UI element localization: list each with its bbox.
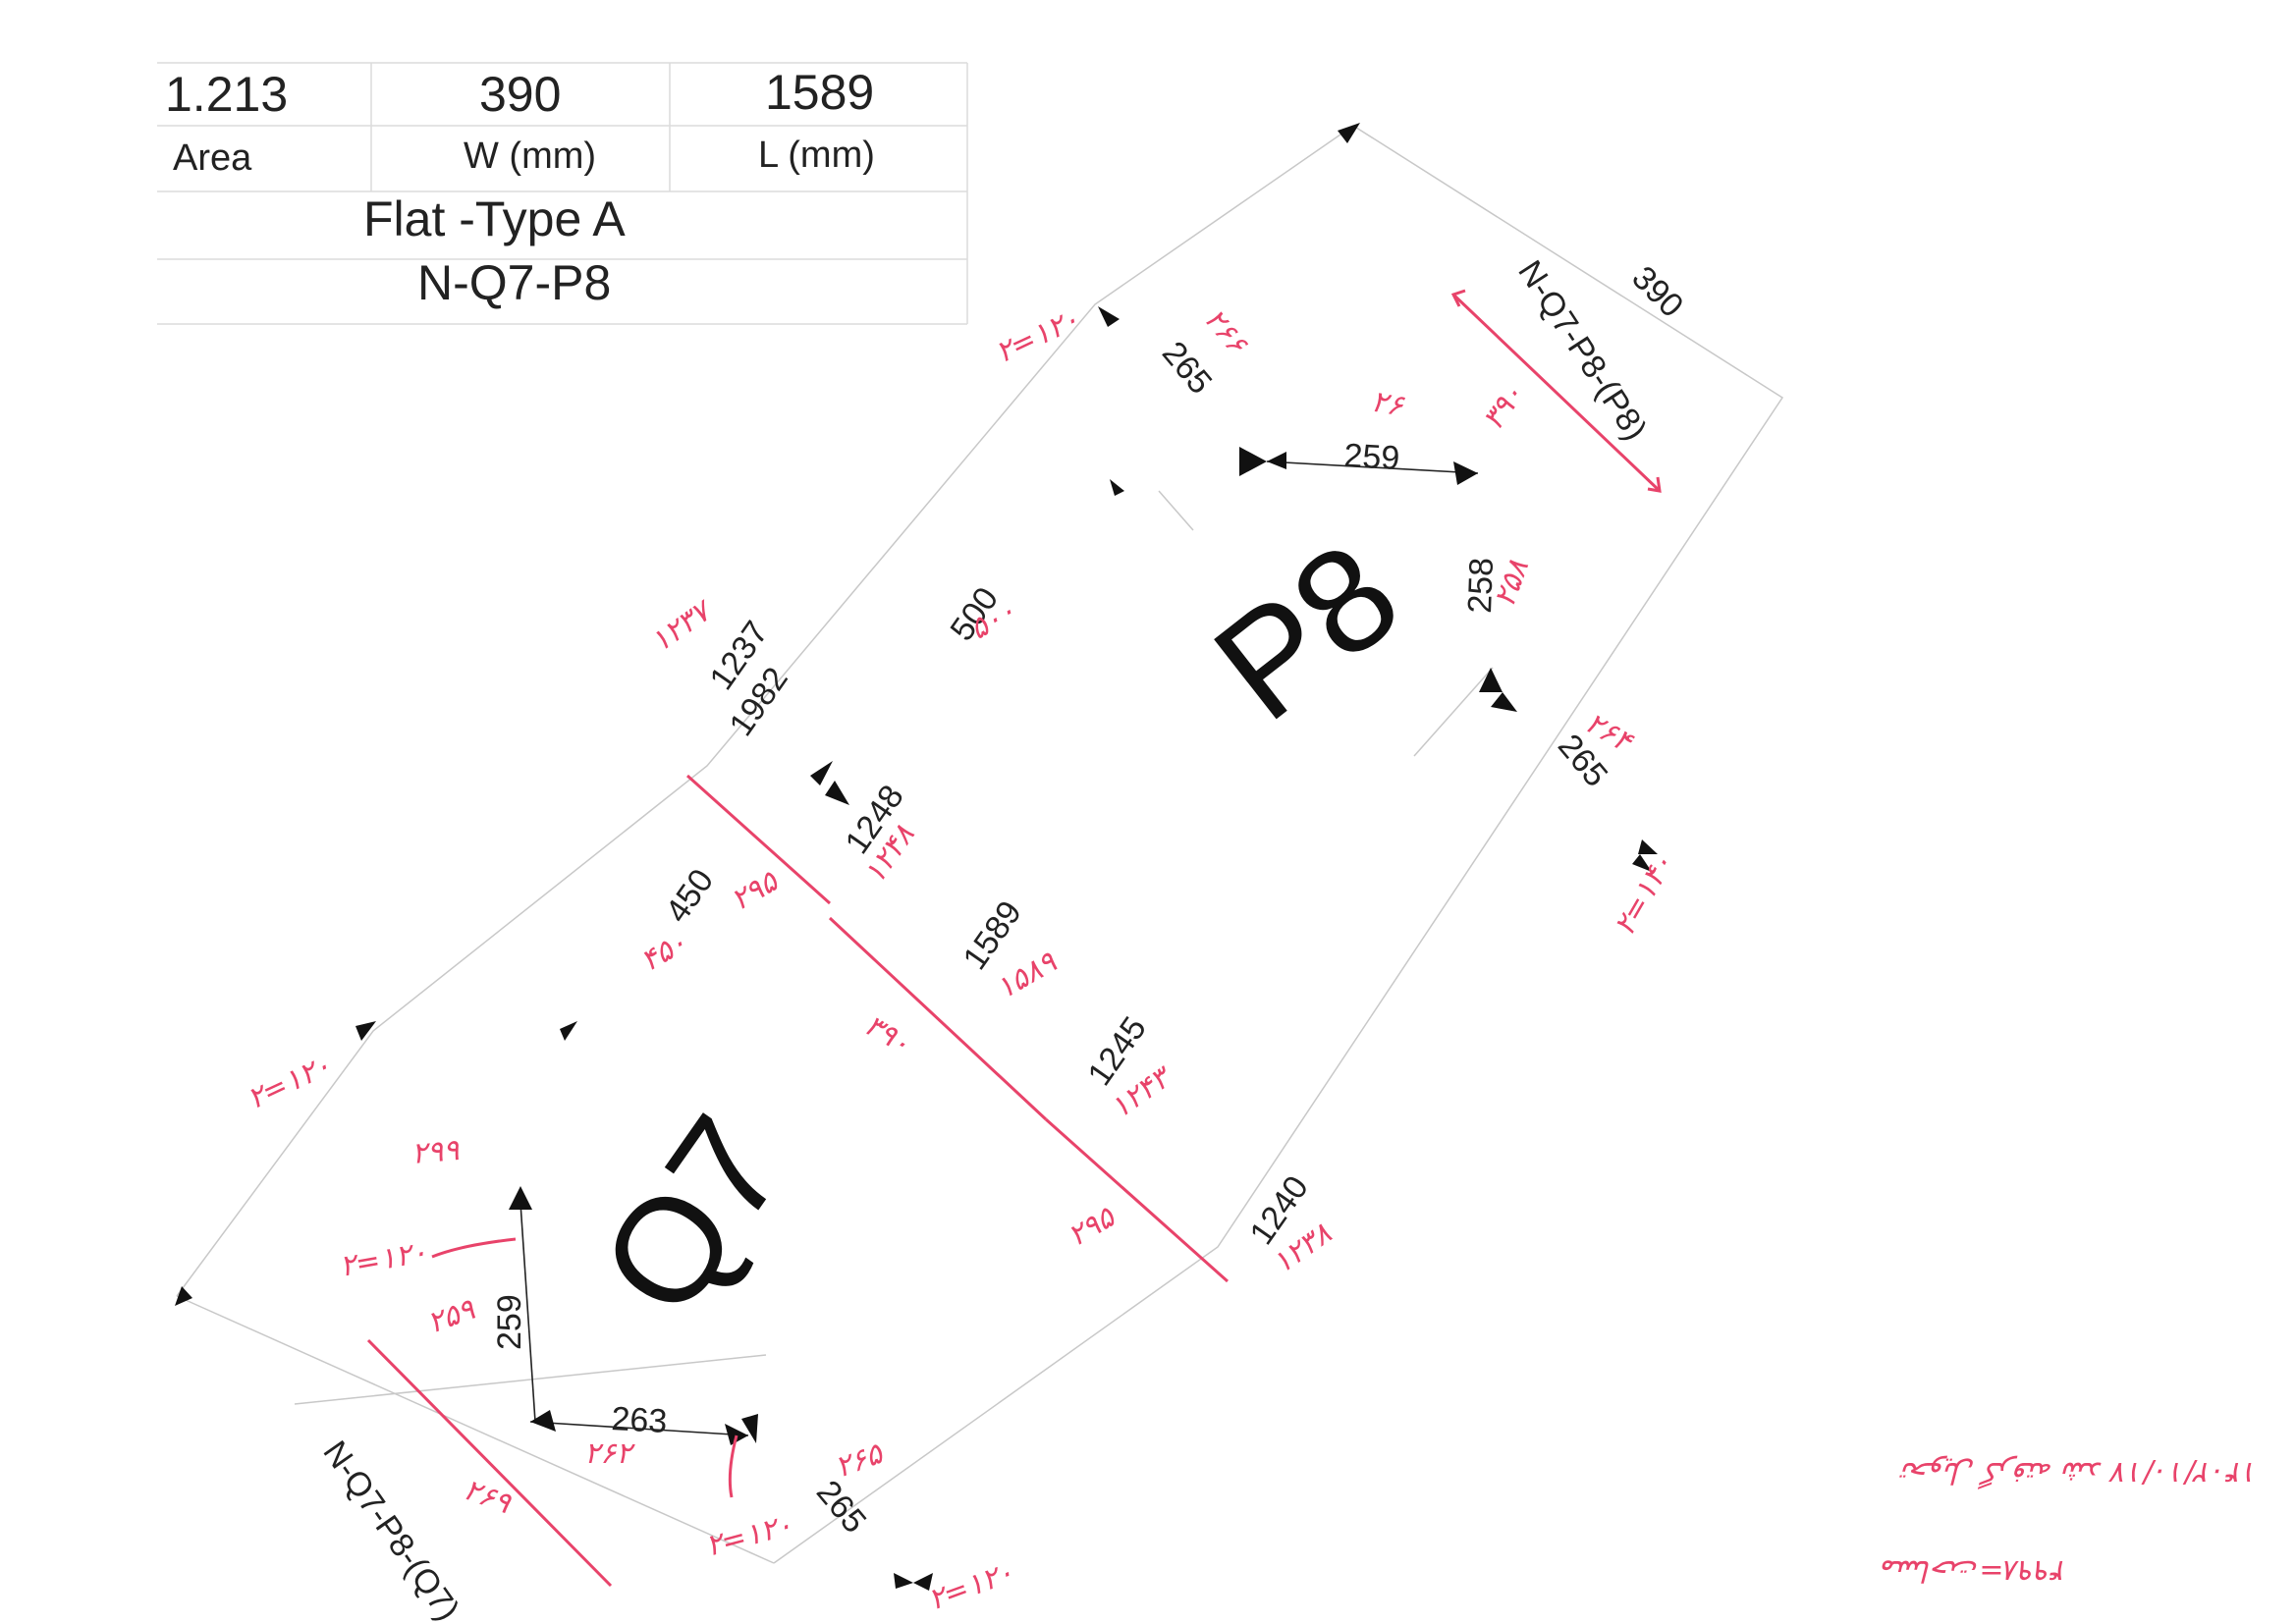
marker	[1632, 854, 1652, 872]
dim-259-left: 259	[491, 1294, 528, 1350]
marker	[1453, 461, 1478, 485]
delivery-note: ۱۴۰۲/۱۰/۱۷ تحویل گرفته شد	[1899, 1455, 2259, 1489]
area-label: Area	[173, 137, 252, 179]
hand-note: ۳۹۰	[858, 1008, 916, 1061]
hand-note: ۲=۱۴۰	[1608, 848, 1681, 942]
length-label: L (mm)	[758, 135, 875, 176]
hand-note: ۳۹۰	[1476, 378, 1531, 437]
marker	[913, 1573, 933, 1591]
marker	[1491, 692, 1517, 712]
marker	[894, 1573, 913, 1589]
piece-outline	[176, 125, 1784, 1564]
title-block: 1.213 Area 390 W (mm) 1589 L (mm) Flat -…	[157, 62, 968, 325]
hand-note: ۲۹۵	[726, 864, 786, 918]
marker	[1479, 668, 1503, 692]
marker	[355, 1021, 376, 1041]
hand-note: ۲=۱۲۰	[991, 302, 1085, 371]
marker	[825, 781, 849, 805]
marker	[725, 1424, 748, 1445]
hand-note: ۲=۱۲۰	[702, 1508, 796, 1564]
marker	[1267, 452, 1286, 469]
dim-390: 390	[1624, 259, 1690, 325]
hand-note: ۴۵۰	[635, 925, 693, 978]
marker	[1110, 479, 1124, 496]
edge-code-q7: N-Q7-P8-(Q7)	[315, 1435, 466, 1624]
hand-note: ۲۶	[1369, 384, 1408, 423]
dim-265-top: 265	[1155, 335, 1220, 402]
marker	[175, 1286, 192, 1306]
piece-code: N-Q7-P8	[417, 255, 611, 310]
length-value: 1589	[765, 65, 874, 120]
dim-258: 258	[1461, 557, 1501, 614]
hand-note: ۲۹۵	[1063, 1200, 1122, 1254]
marker	[1098, 306, 1120, 327]
dim-259-top: 259	[1343, 437, 1401, 477]
label-q7: Q7	[569, 1088, 816, 1343]
hand-note: ۲۵۹	[423, 1292, 480, 1341]
hand-note: ۲=۱۲۰	[924, 1555, 1018, 1618]
dimension-lines	[519, 460, 1479, 1436]
dimension-values: 390 265 259 258 265 500 1237 1982 1248 4…	[491, 259, 1690, 1541]
dim-263: 263	[611, 1400, 669, 1440]
dim-450: 450	[658, 862, 721, 929]
width-label: W (mm)	[464, 135, 596, 177]
marker	[1638, 839, 1658, 854]
marker	[509, 1186, 532, 1210]
hand-note: ۲=۱۲۰	[337, 1235, 429, 1284]
hand-note: ۲۶۲	[584, 1436, 635, 1471]
area-note: مساحت=۴۹۹۸	[1881, 1553, 2067, 1588]
hand-note: ۲۶۵	[831, 1435, 889, 1485]
marker	[530, 1410, 556, 1432]
type-label: Flat -Type A	[363, 191, 626, 246]
area-value: 1.213	[165, 67, 288, 122]
marker	[1239, 447, 1267, 476]
handwritten-lines	[366, 289, 1662, 1588]
hand-note: ۲۶۶	[1197, 302, 1255, 362]
width-value: 390	[479, 67, 561, 122]
marker	[810, 761, 833, 785]
hand-note: ۲=۱۲۰	[243, 1049, 337, 1117]
corner-markers	[175, 123, 1658, 1591]
hand-note: ۱۲۳۷	[645, 593, 720, 660]
label-p8: P8	[1184, 511, 1428, 751]
marker	[741, 1414, 758, 1443]
marker	[1338, 123, 1360, 143]
marker	[560, 1021, 577, 1041]
hand-note: ۲۹۹	[410, 1133, 462, 1171]
